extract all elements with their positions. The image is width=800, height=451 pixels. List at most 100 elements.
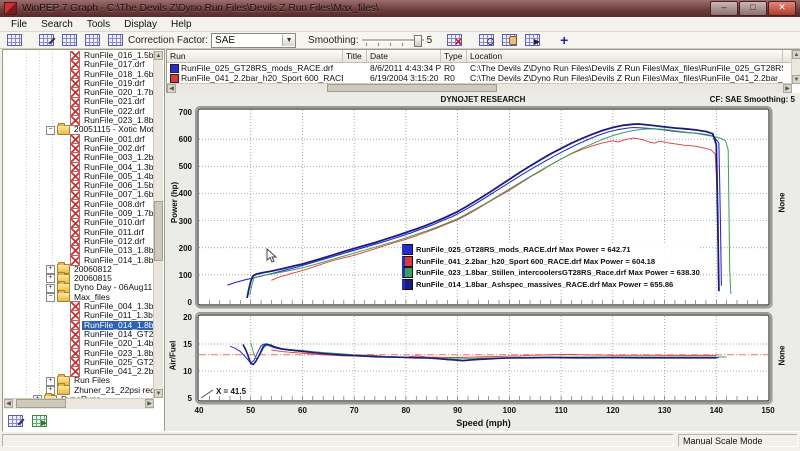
- correction-factor-select[interactable]: SAE ▼: [211, 32, 297, 48]
- x-tick-label: 50: [246, 406, 256, 415]
- collapse-icon[interactable]: −: [46, 125, 55, 135]
- column-header-run[interactable]: Run: [167, 50, 343, 62]
- column-header-date[interactable]: Date: [367, 50, 441, 62]
- zoom-graph-icon[interactable]: [476, 33, 496, 47]
- cell-location: C:\The Devils Z\Dyno Run Files\Devils Z …: [470, 63, 783, 73]
- afr-plot[interactable]: X = 41.5: [195, 312, 772, 404]
- tree-item-label: RunFile_019.drf: [84, 77, 145, 88]
- tree-item[interactable]: RunFile_023_1.8ba: [4, 115, 154, 127]
- maximize-button[interactable]: □: [739, 1, 767, 16]
- tree-item[interactable]: RunFile_014_1.8ba: [4, 254, 154, 266]
- scroll-right-icon[interactable]: ▶: [783, 84, 792, 93]
- collapse-icon[interactable]: −: [46, 292, 55, 302]
- tree-item-label: RunFile_014_1.8ba: [82, 320, 154, 330]
- tree-item[interactable]: − 20051115 - Xotic Motor: [4, 123, 154, 136]
- menu-tools[interactable]: Tools: [86, 18, 111, 30]
- scroll-up-icon[interactable]: ▲: [154, 51, 163, 60]
- tree-item[interactable]: + DynoRuns: [4, 392, 154, 398]
- expand-icon[interactable]: +: [33, 395, 42, 398]
- legend-entry: RunFile_014_1.8bar_Ashspec_massives_RACE…: [402, 278, 700, 291]
- close-button[interactable]: ✕: [768, 1, 796, 16]
- table-row[interactable]: RunFile_041_2.2bar_h20_Sport 600_RACE.dr…: [167, 73, 800, 83]
- tree-vscroll-thumb[interactable]: [154, 201, 163, 261]
- table-horizontal-scrollbar[interactable]: ◀ ▶: [167, 83, 792, 93]
- legend-label: RunFile_014_1.8bar_Ashspec_massives_RACE…: [416, 279, 674, 289]
- scroll-left-icon[interactable]: ◀: [167, 84, 176, 93]
- table-hscroll-thumb[interactable]: [327, 84, 497, 92]
- tree-item[interactable]: + Dyno Day - 06Aug11 - 2: [4, 281, 154, 294]
- move-graph-icon[interactable]: +: [560, 32, 569, 48]
- power-plot[interactable]: RunFile_025_GT28RS_mods_RACE.drf Max Pow…: [195, 106, 772, 308]
- run-file-icon: [70, 115, 80, 127]
- table-row[interactable]: RunFile_025_GT28RS_mods_RACE.drf 8/6/2011…: [167, 63, 800, 73]
- toolbar: Correction Factor: SAE ▼ Smoothing: 5 × …: [0, 32, 800, 49]
- graph-edit-tool-button[interactable]: [5, 414, 25, 428]
- minimize-button[interactable]: –: [710, 1, 738, 16]
- column-header-location[interactable]: Location: [467, 50, 783, 62]
- tree-item-label: Dyno Day - 06Aug11 - 2: [74, 282, 154, 293]
- tree-item-label: RunFile_020_1.4ba: [84, 338, 154, 349]
- y-tick-label: 600: [178, 135, 192, 145]
- tree-item-label: 20051115 - Xotic Motor: [74, 124, 154, 135]
- table-grid-icon[interactable]: [4, 33, 24, 47]
- tree-item-label: RunFile_013_1.8ba: [84, 245, 154, 256]
- folder-icon: [57, 290, 70, 303]
- graph-arrow-icon[interactable]: [522, 33, 542, 47]
- graph-edit-icon[interactable]: [36, 33, 56, 47]
- table-vertical-scrollbar[interactable]: ▲ ▼: [791, 50, 800, 84]
- scroll-up-icon[interactable]: ▲: [792, 50, 800, 59]
- menu-help[interactable]: Help: [170, 18, 192, 30]
- menu-file[interactable]: File: [11, 18, 28, 30]
- x-tick-label: 70: [349, 406, 359, 415]
- expand-icon[interactable]: +: [46, 376, 55, 386]
- tree-item-label: RunFile_002.drf: [84, 142, 145, 153]
- pan-graph-icon[interactable]: [499, 33, 519, 47]
- graph-legend: RunFile_025_GT28RS_mods_RACE.drf Max Pow…: [402, 244, 700, 290]
- tree-hscroll-thumb[interactable]: [16, 399, 66, 408]
- tree-item-label: RunFile_020_1.7ba: [84, 87, 154, 98]
- tree-item-label: RunFile_014_1.8ba: [84, 254, 154, 265]
- folder-icon: [57, 383, 70, 396]
- tree-item[interactable]: RunFile_041_2.2ba: [4, 366, 154, 378]
- delete-graph-icon[interactable]: ×: [444, 33, 464, 48]
- series-color-swatch: [170, 74, 179, 83]
- graph-line-icon[interactable]: [59, 33, 79, 47]
- x-tick-label: 140: [709, 406, 723, 415]
- graph-multi-icon[interactable]: [105, 33, 125, 47]
- scroll-down-icon[interactable]: ▼: [154, 389, 163, 398]
- smoothing-value: 5: [426, 34, 433, 46]
- expand-icon[interactable]: +: [46, 283, 55, 293]
- speed-axis-title: Speed (mph): [456, 418, 511, 428]
- tree-item-label: RunFile_009_1.7ba: [84, 208, 154, 219]
- tree-horizontal-scrollbar[interactable]: ◀ ▶: [4, 398, 154, 409]
- tree-item-label: RunFile_023_1.8ba: [84, 347, 154, 358]
- graph-go-tool-button[interactable]: [29, 414, 49, 428]
- y-tick-label: 200: [178, 243, 192, 253]
- scroll-down-icon[interactable]: ▼: [792, 75, 800, 84]
- smoothing-slider[interactable]: [361, 34, 424, 47]
- tree-item-label: RunFile_004_1.3ba: [84, 161, 154, 172]
- x-tick-label: 90: [453, 406, 463, 415]
- tree-item-label: RunFile_010.drf: [84, 217, 145, 228]
- tree-item-label: RunFile_011_1.3ba: [84, 310, 154, 321]
- column-header-type[interactable]: Type: [441, 50, 467, 62]
- tree-item-label: DynoRuns: [59, 394, 103, 398]
- smoothing-slider-thumb[interactable]: [413, 35, 422, 47]
- y-tick-label: 10: [183, 367, 192, 376]
- tree-item-label: RunFile_041_2.2ba: [84, 366, 154, 377]
- expand-icon[interactable]: +: [46, 264, 55, 274]
- expand-icon[interactable]: +: [46, 274, 55, 284]
- graph-overlay-icon[interactable]: [82, 33, 102, 47]
- menu-display[interactable]: Display: [124, 18, 157, 30]
- scroll-left-icon[interactable]: ◀: [4, 399, 13, 408]
- afr-right-axis-label: None: [777, 345, 787, 366]
- tree-item[interactable]: − Max_files: [4, 290, 154, 303]
- menu-search[interactable]: Search: [41, 18, 73, 30]
- cell-date: 8/6/2011 4:43:34 PM: [370, 63, 441, 73]
- scroll-right-icon[interactable]: ▶: [145, 399, 154, 408]
- tree-vertical-scrollbar[interactable]: ▲ ▼: [153, 51, 163, 398]
- tree-item-label: RunFile_001.drf: [84, 133, 145, 144]
- window-title: WinPEP 7 Graph - C:\The Devils Z\Dyno Ru…: [22, 3, 379, 14]
- column-header-title[interactable]: Title: [343, 50, 367, 62]
- legend-entry: RunFile_023_1.8bar_Stillen_intercoolersG…: [402, 267, 700, 279]
